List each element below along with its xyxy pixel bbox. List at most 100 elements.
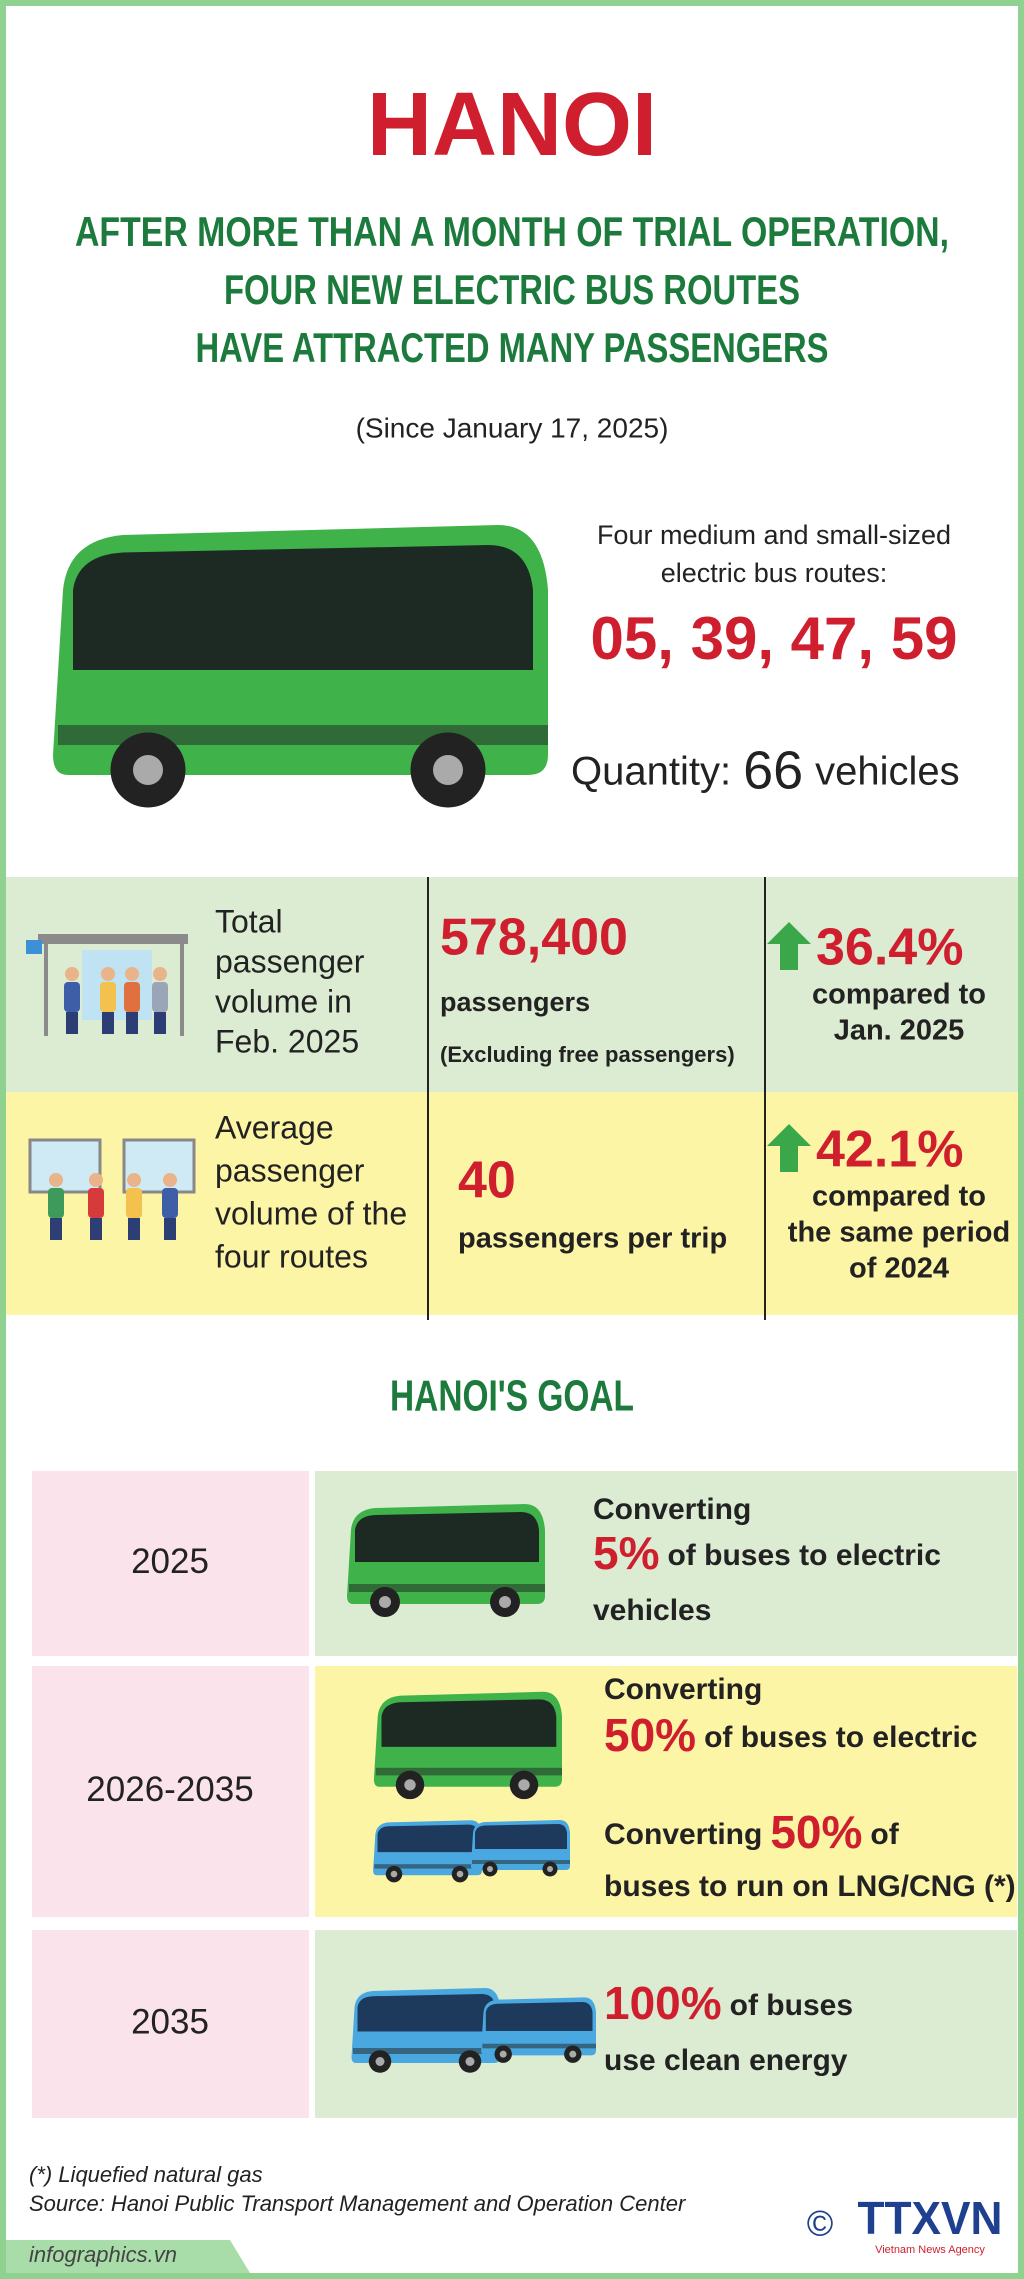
icon-legs [126, 1012, 138, 1034]
shelter-roof [38, 934, 188, 944]
bus-stripe [349, 1584, 545, 1592]
logo: TTXVN [858, 2192, 1003, 2244]
goal-bus [351, 1988, 500, 2073]
goal-text: use clean energy [604, 2044, 848, 2077]
hub [487, 1866, 493, 1872]
hub [569, 2050, 577, 2058]
stat-label: Total [215, 903, 283, 939]
up-arrow [767, 1124, 811, 1172]
goal-bus [373, 1820, 482, 1883]
shelter-post [180, 944, 184, 1036]
bus-windows [485, 2001, 593, 2031]
bus-stripe [375, 1767, 562, 1776]
goal-title: HANOI'S GOAL [390, 1372, 634, 1421]
stat-comparison: compared to [812, 1181, 986, 1213]
stat-label: passenger [215, 1152, 365, 1188]
stat-comparison: of 2024 [849, 1253, 949, 1285]
bus-windows [377, 1824, 479, 1853]
goal-text: Converting [604, 1818, 762, 1851]
icon-body [126, 1188, 142, 1218]
bus-stripe [353, 2048, 500, 2054]
icon-head [49, 1173, 63, 1187]
goal-highlight: 50% [604, 1709, 696, 1761]
main-bus [53, 525, 548, 808]
goal-text: Converting [604, 1673, 762, 1706]
stat-note: (Excluding free passengers) [440, 1042, 735, 1067]
stat-change: 36.4% [816, 919, 963, 977]
hub [465, 2057, 475, 2066]
stat-comparison: compared to [812, 979, 986, 1011]
hub [518, 1779, 530, 1791]
stats-row-bg [6, 877, 1018, 1092]
website: infographics.vn [29, 2242, 177, 2267]
hub [390, 1870, 398, 1878]
icon-head [101, 967, 115, 981]
icon-body [152, 982, 168, 1012]
icon-body [64, 982, 80, 1012]
stat-label: passenger [215, 943, 365, 979]
bus-windows [73, 545, 533, 670]
hub [133, 755, 163, 785]
bus-windows [475, 1824, 567, 1849]
stat-comparison: Jan. 2025 [834, 1015, 965, 1047]
icon-head [65, 967, 79, 981]
icon-head [89, 1173, 103, 1187]
shelter-post [44, 944, 48, 1036]
stat-value: 578,400 [440, 909, 628, 967]
bus-windows [381, 1699, 557, 1747]
goal-year: 2026-2035 [86, 1770, 253, 1809]
icon-legs [90, 1218, 102, 1240]
stat-label: four routes [215, 1238, 368, 1274]
route-numbers: 05, 39, 47, 59 [591, 605, 958, 672]
icon-head [153, 967, 167, 981]
footer-band [6, 2240, 250, 2273]
hub [499, 1596, 511, 1608]
title: HANOI [367, 75, 657, 175]
icon-legs [50, 1218, 62, 1240]
icon-head [163, 1173, 177, 1187]
goal-highlight: 5% [593, 1527, 659, 1579]
bus-windows [355, 1512, 539, 1562]
quantity: Quantity: [571, 750, 731, 794]
icon-body [48, 1188, 64, 1218]
goal-text: of buses [730, 1989, 853, 2022]
stat-label: volume of the [215, 1195, 407, 1231]
year-cell [32, 1471, 309, 1656]
goal-text: vehicles [593, 1594, 711, 1627]
goal-bus [373, 1691, 562, 1800]
goal-text: of buses to electric [704, 1721, 977, 1754]
hub [499, 2050, 507, 2058]
goal-highlight: 100% [604, 1977, 722, 2029]
year-cell [32, 1930, 309, 2118]
stat-label: Feb. 2025 [215, 1023, 359, 1059]
stat-label: Average [215, 1109, 334, 1145]
train-window [28, 1138, 102, 1194]
stat-label: volume in [215, 983, 352, 1019]
goal-year: 2025 [131, 1542, 209, 1581]
icon-body [124, 982, 140, 1012]
stat-comparison: the same period [788, 1217, 1010, 1249]
up-arrow [767, 922, 811, 970]
stat-value: 40 [458, 1152, 516, 1210]
hub [404, 1779, 416, 1791]
bus-stripe [472, 1860, 570, 1864]
routes-description: Four medium and small-sized [597, 520, 951, 550]
goal-highlight: 50% [770, 1806, 862, 1858]
hub [433, 755, 463, 785]
hub [547, 1866, 553, 1872]
hub [456, 1870, 464, 1878]
routes-description: electric bus routes: [661, 558, 888, 588]
goal-text: of buses to electric [667, 1539, 940, 1572]
icon-body [100, 982, 116, 1012]
bus-stop-sign [26, 940, 42, 954]
icon-body [162, 1188, 178, 1218]
goal-text: buses to run on LNG/CNG (*) [604, 1870, 1016, 1903]
agency: Vietnam News Agency [875, 2244, 985, 2256]
subtitle: HAVE ATTRACTED MANY PASSENGERS [196, 324, 829, 371]
subtitle: AFTER MORE THAN A MONTH OF TRIAL OPERATI… [75, 208, 949, 255]
icon-body [88, 1188, 104, 1218]
goal-bus [471, 1820, 570, 1877]
icon-legs [154, 1012, 166, 1034]
